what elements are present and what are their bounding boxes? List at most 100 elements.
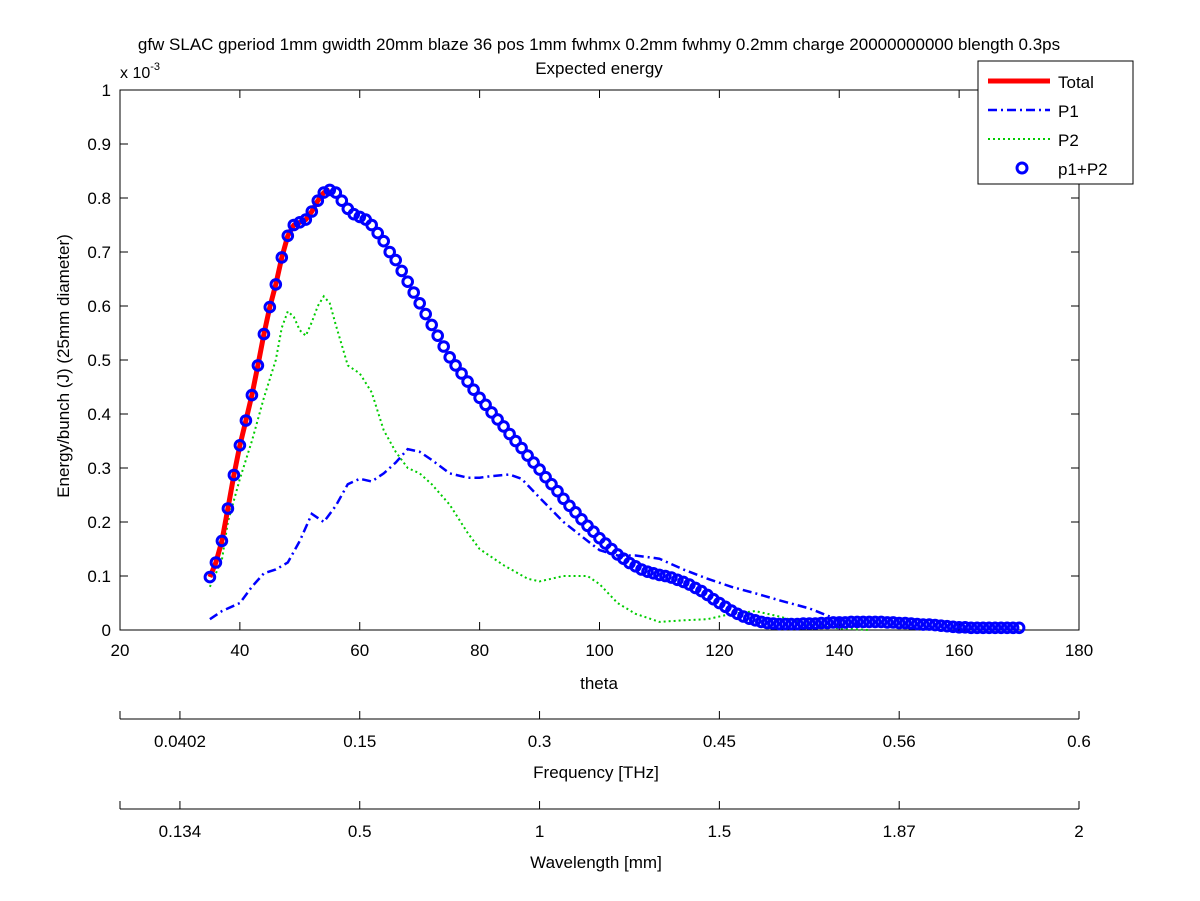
- series-p1p2-marker: [958, 621, 972, 634]
- series-p1p2-marker: [377, 234, 391, 248]
- series-p1p2-marker: [209, 556, 223, 569]
- x-axis-label: theta: [580, 674, 618, 693]
- series-p1p2-marker: [779, 617, 792, 631]
- series-p1p2-marker: [928, 618, 942, 632]
- series-p1p2-marker: [287, 218, 301, 232]
- series-p1p2-marker: [904, 617, 918, 630]
- series-p1p2-marker: [833, 616, 846, 629]
- series-p1p2-marker: [551, 484, 564, 498]
- secondary-tick-label: 0.0402: [154, 732, 206, 751]
- series-p1p2-marker: [647, 567, 660, 580]
- legend-label-p2: P2: [1058, 131, 1079, 150]
- series-p1p2-marker: [281, 229, 295, 243]
- series-p1p2-marker: [203, 570, 217, 584]
- series-p1p2-marker: [263, 300, 277, 314]
- series-p1p2-marker: [221, 502, 235, 515]
- x-tick-label: 140: [825, 641, 853, 660]
- y-multiplier-base: x 10: [120, 65, 150, 82]
- series-p1p2-marker: [413, 297, 427, 310]
- series-p1p2-marker: [862, 615, 876, 629]
- series-p1p2-marker: [371, 226, 385, 240]
- series-p1p2-marker: [389, 253, 403, 267]
- series-p1p2-marker: [449, 359, 462, 372]
- series-p1p2-marker: [275, 251, 289, 264]
- y-axis-label: Energy/bunch (J) (25mm diameter): [54, 234, 73, 498]
- chart-title: gfw SLAC gperiod 1mm gwidth 20mm blaze 3…: [138, 35, 1060, 54]
- series-total-line: [207, 187, 331, 579]
- series-p1p2-marker: [233, 439, 247, 452]
- secondary-tick-label: 0.134: [159, 822, 202, 841]
- wavelength-axis-ticks: 0.134 0.5 1 1.5 1.87 2: [119, 801, 1084, 841]
- secondary-tick-label: 0.15: [343, 732, 376, 751]
- series-p1p2-marker: [815, 616, 828, 630]
- series-p1p2-marker: [743, 612, 756, 626]
- series-p1p2-marker: [227, 468, 241, 482]
- series-p1p2-marker: [335, 194, 349, 207]
- series-p1p2-marker: [809, 617, 822, 630]
- y-multiplier: x 10-3: [120, 61, 160, 82]
- series-p1p2-marker: [383, 245, 397, 259]
- series-p1p2-marker: [527, 456, 540, 469]
- series-p1p2-marker: [934, 619, 948, 633]
- series-p1p2-marker: [293, 216, 307, 229]
- series-p1p2-marker: [545, 477, 558, 491]
- series-p1p2-marker: [868, 615, 882, 629]
- legend-label-p1: P1: [1058, 102, 1079, 121]
- series-p1p2-marker: [257, 327, 271, 341]
- x-tick-label: 40: [230, 641, 249, 660]
- wavelength-axis-label: Wavelength [mm]: [530, 853, 662, 872]
- series-p1p2-marker: [1012, 621, 1026, 635]
- y-tick-label: 0: [102, 621, 111, 640]
- series-p1p2-marker: [880, 616, 894, 629]
- frequency-axis-label: Frequency [THz]: [533, 763, 659, 782]
- series-p1p2-marker: [994, 621, 1008, 635]
- secondary-tick-label: 1.87: [883, 822, 916, 841]
- series-p1p2-marker: [251, 359, 265, 372]
- frequency-axis-ticks: 0.0402 0.15 0.3 0.45 0.56 0.6: [119, 711, 1091, 751]
- series-p1p2-marker: [982, 621, 996, 635]
- y-tick-label: 0.5: [87, 351, 111, 370]
- series-p1p2-marker: [874, 615, 888, 629]
- series-p1p2-marker: [838, 616, 852, 629]
- x-tick-label: 100: [585, 641, 613, 660]
- series-p2-line: [208, 294, 870, 631]
- series-p1p2-marker: [803, 617, 816, 630]
- series-p1p2-marker: [892, 616, 906, 630]
- secondary-tick-label: 0.56: [883, 732, 916, 751]
- series-p1p2-marker: [767, 617, 780, 630]
- series-p1p2-marker: [677, 575, 690, 589]
- y-tick-label: 0.1: [87, 567, 111, 586]
- series-p1p2-marker: [821, 616, 834, 630]
- series-p1p2-marker: [485, 406, 498, 419]
- y-tick-label: 0.4: [87, 405, 111, 424]
- series-p1p2-marker: [515, 441, 528, 455]
- secondary-tick-label: 1.5: [708, 822, 732, 841]
- series-p1p2-marker: [299, 213, 313, 226]
- x-tick-label: 180: [1065, 641, 1093, 660]
- series-p1p2-marker: [569, 506, 582, 519]
- series-p1p2-marker: [521, 449, 534, 462]
- series-p1p2-marker: [443, 351, 457, 364]
- plot-area: 0 0.1 0.2 0.3 0.4 0.5 0.6 0.7 0.8 0.9 1 20 40 60 80 10…: [87, 81, 1093, 660]
- series-p1p2-marker: [323, 183, 337, 197]
- series-p1p2-marker: [395, 264, 409, 278]
- series-p1p2-marker: [910, 617, 924, 631]
- legend-label-p1p2: p1+P2: [1058, 160, 1108, 179]
- series-layer: [203, 183, 1026, 635]
- secondary-tick-label: 2: [1074, 822, 1083, 841]
- series-p1p2-marker: [215, 534, 229, 548]
- series-p1p2-marker: [844, 615, 858, 629]
- y-tick-label: 0.9: [87, 135, 111, 154]
- series-p1p2-marker: [797, 617, 810, 630]
- y-tick-label: 0.6: [87, 297, 111, 316]
- secondary-tick-label: 0.45: [703, 732, 736, 751]
- y-multiplier-exponent: -3: [150, 61, 160, 73]
- series-p1p2-marker: [419, 307, 433, 321]
- secondary-tick-label: 0.6: [1067, 732, 1091, 751]
- series-p1p2-marker: [970, 621, 984, 635]
- series-p1p2-marker: [641, 565, 654, 579]
- series-p1p2-marker: [479, 398, 492, 412]
- series-p1p2-marker: [305, 205, 319, 218]
- series-p1p2-marker: [557, 492, 570, 506]
